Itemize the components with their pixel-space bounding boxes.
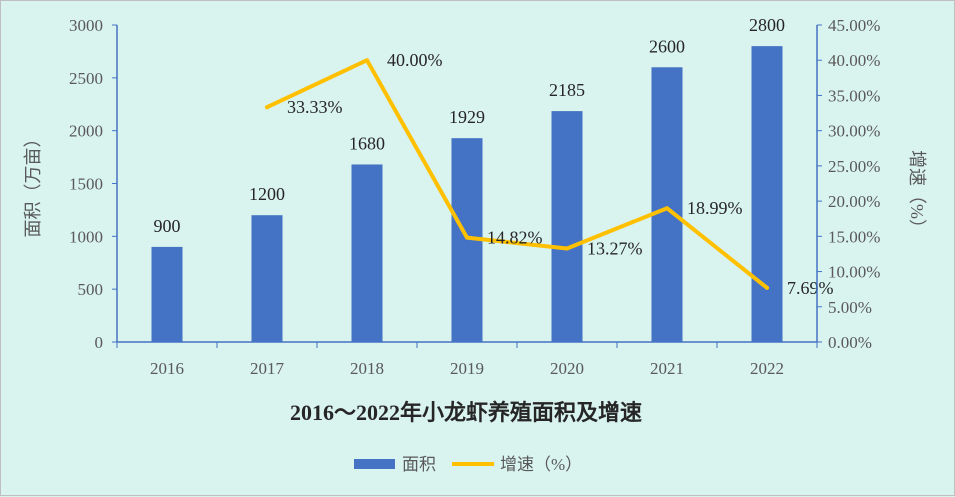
y-axis-left-ticks: 0 500 1000 1500 2000 2500 3000 xyxy=(69,16,117,352)
bar-data-label: 1929 xyxy=(449,107,485,127)
line-data-label: 18.99% xyxy=(687,198,743,218)
y-tick-label: 1000 xyxy=(69,227,103,246)
x-tick-label: 2020 xyxy=(550,359,584,378)
bar-data-label: 1200 xyxy=(249,184,285,204)
y2-tick-label: 25.00% xyxy=(828,157,880,176)
line-data-label: 33.33% xyxy=(287,97,343,117)
y2-tick-label: 0.00% xyxy=(828,333,872,352)
line-data-label: 14.82% xyxy=(487,228,543,248)
line-point xyxy=(765,285,769,290)
line-point xyxy=(365,58,369,63)
y-tick-label: 2500 xyxy=(69,69,103,88)
bar-data-label: 1680 xyxy=(349,133,385,153)
y-tick-label: 500 xyxy=(78,280,104,299)
line-data-label: 7.69% xyxy=(787,278,834,298)
y2-tick-label: 45.00% xyxy=(828,16,880,35)
x-tick-label: 2018 xyxy=(350,359,384,378)
line-data-label: 40.00% xyxy=(387,50,443,70)
y-axis-right-title: 增速（%） xyxy=(907,150,927,237)
y-axis-left-title: 面积（万亩） xyxy=(23,130,43,238)
bar-data-label: 2185 xyxy=(549,80,585,100)
line-point xyxy=(665,206,669,211)
line-point xyxy=(565,246,569,251)
x-tick-label: 2016 xyxy=(150,359,184,378)
x-tick-label: 2021 xyxy=(650,359,684,378)
y2-tick-label: 10.00% xyxy=(828,263,880,282)
chart-title: 2016～2022年小龙虾养殖面积及增速 xyxy=(290,400,642,425)
bar-series-area xyxy=(151,46,783,343)
y-tick-label: 3000 xyxy=(69,16,103,35)
bar xyxy=(751,46,783,343)
y2-tick-label: 15.00% xyxy=(828,227,880,246)
y-tick-label: 1500 xyxy=(69,175,103,194)
x-tick-label: 2017 xyxy=(250,359,285,378)
y-axis-right-ticks: 0.00% 5.00% 10.00% 15.00% 20.00% 25.00% 30.00%… xyxy=(817,16,880,352)
bar xyxy=(351,164,383,342)
bar-data-label: 900 xyxy=(154,216,181,236)
line-data-label: 13.27% xyxy=(587,239,643,259)
y2-tick-label: 30.00% xyxy=(828,122,880,141)
bar xyxy=(251,215,283,342)
legend: 面积 增速（%） xyxy=(354,455,582,474)
y2-tick-label: 40.00% xyxy=(828,51,880,70)
bar-data-label: 2600 xyxy=(649,36,685,56)
y-tick-label: 0 xyxy=(95,333,104,352)
bar-data-labels: 900 1200 1680 1929 2185 2600 2800 xyxy=(154,15,786,236)
legend-bar-label: 面积 xyxy=(402,455,436,474)
bar xyxy=(151,246,183,342)
x-tick-label: 2019 xyxy=(450,359,484,378)
line-point xyxy=(465,235,469,240)
line-series-path xyxy=(265,58,769,290)
bar xyxy=(651,67,683,343)
bar xyxy=(551,111,583,342)
x-axis-ticks: 2016 2017 2018 2019 2020 2021 2022 xyxy=(116,342,818,378)
y2-tick-label: 35.00% xyxy=(828,86,880,105)
legend-line-label: 增速（%） xyxy=(500,455,582,474)
bar-data-label: 2800 xyxy=(749,15,785,35)
legend-bar-swatch xyxy=(354,459,395,469)
line-point xyxy=(265,105,269,110)
y2-tick-label: 20.00% xyxy=(828,192,880,211)
line-series-area xyxy=(265,58,769,290)
y-tick-label: 2000 xyxy=(69,122,103,141)
line-data-labels: 33.33% 40.00% 14.82% 13.27% 18.99% 7.69% xyxy=(287,50,834,298)
x-tick-label: 2022 xyxy=(750,359,784,378)
y2-tick-label: 5.00% xyxy=(828,298,872,317)
